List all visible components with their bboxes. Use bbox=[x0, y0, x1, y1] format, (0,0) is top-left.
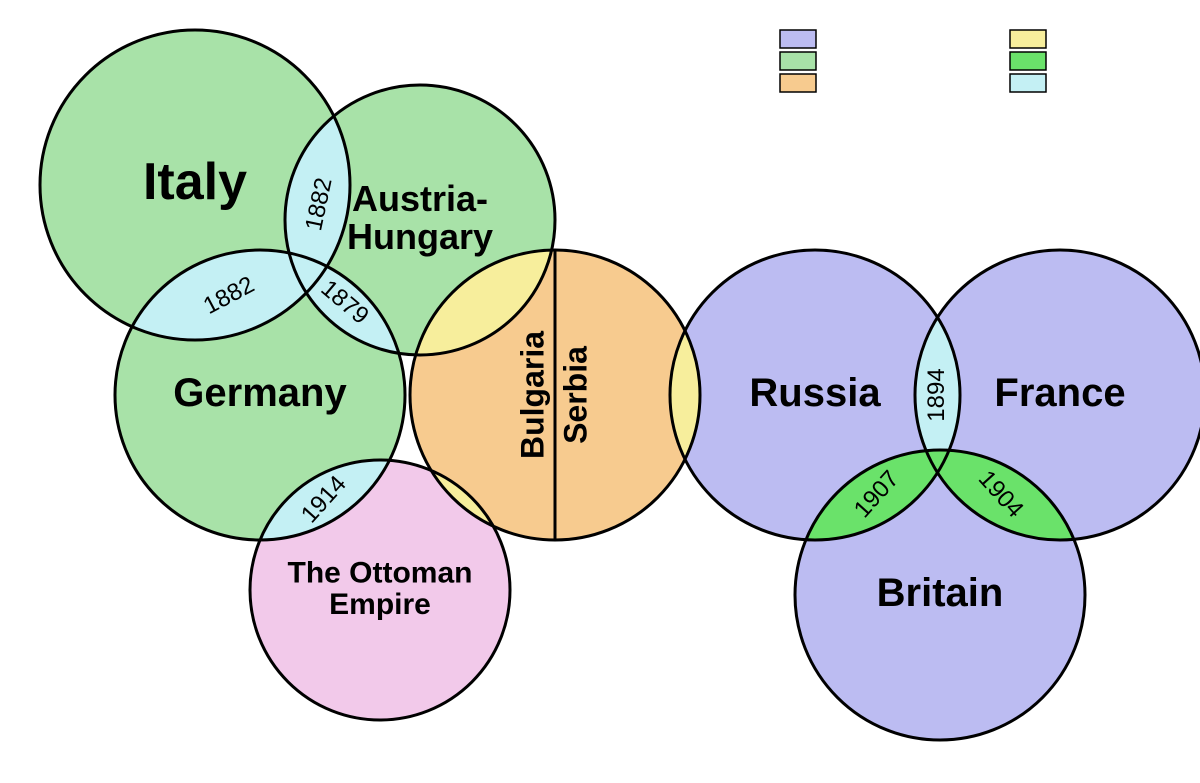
alliance-venn-diagram: ItalyAustria-HungaryGermanyThe OttomanEm… bbox=[0, 0, 1200, 783]
legend-left-1 bbox=[780, 52, 816, 70]
split-label-serbia: Serbia bbox=[557, 346, 593, 444]
label-italy: Italy bbox=[143, 153, 247, 211]
label-russia: Russia bbox=[749, 371, 881, 415]
year-russia-france: 1894 bbox=[923, 368, 950, 421]
legend-right-1 bbox=[1010, 52, 1046, 70]
legend-left-0 bbox=[780, 30, 816, 48]
label-austria: Austria-Hungary bbox=[347, 178, 493, 257]
legend-left-2 bbox=[780, 74, 816, 92]
split-label-bulgaria: Bulgaria bbox=[514, 331, 550, 459]
legend-right-0 bbox=[1010, 30, 1046, 48]
legend-right-2 bbox=[1010, 74, 1046, 92]
label-germany: Germany bbox=[173, 371, 347, 415]
label-france: France bbox=[994, 371, 1125, 415]
label-britain: Britain bbox=[877, 571, 1004, 615]
